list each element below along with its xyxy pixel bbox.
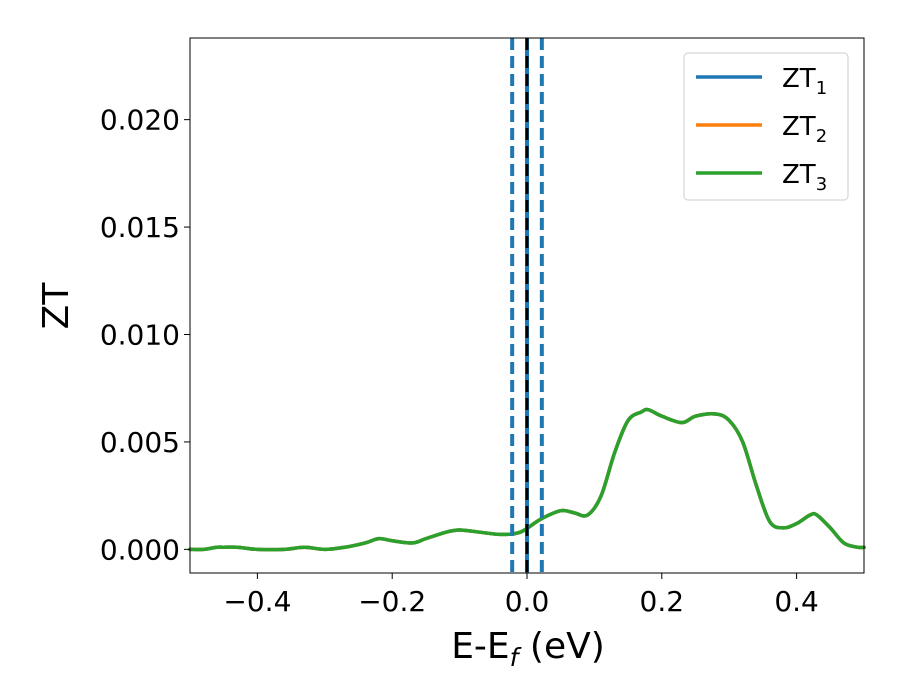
x-axis-title: E-Ef (eV) xyxy=(451,626,605,672)
plot-area xyxy=(188,38,866,573)
legend-box xyxy=(683,52,849,201)
x-tick-label: 0.0 xyxy=(505,585,550,618)
legend-entry-zt3: ZT3 xyxy=(782,160,827,195)
vline-layer xyxy=(510,38,544,573)
x-tick-label: −0.4 xyxy=(223,585,291,618)
y-tick-label: 0.010 xyxy=(100,319,180,352)
x-tick-label: −0.2 xyxy=(358,585,426,618)
y-tick-label: 0.000 xyxy=(100,533,180,566)
y-tick-label: 0.005 xyxy=(100,426,180,459)
y-tick-label: 0.015 xyxy=(100,211,180,244)
x-tick-label: 0.2 xyxy=(640,585,685,618)
x-tick-label: 0.4 xyxy=(774,585,819,618)
x-axis: −0.4 −0.2 0.0 0.2 0.4 xyxy=(223,573,819,618)
series-layer xyxy=(188,407,866,552)
series-line-zt3 xyxy=(188,407,866,552)
y-axis: 0.000 0.005 0.010 0.015 0.020 xyxy=(100,104,190,566)
legend: ZT1 ZT2 ZT3 xyxy=(683,52,849,201)
legend-entry-zt1: ZT1 xyxy=(782,64,827,99)
y-tick-label: 0.020 xyxy=(100,104,180,137)
legend-entry-zt2: ZT2 xyxy=(782,112,827,147)
y-axis-title: ZT xyxy=(36,282,77,330)
